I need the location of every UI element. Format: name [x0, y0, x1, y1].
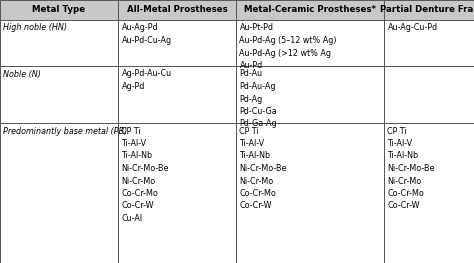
Bar — [384, 66, 474, 123]
Text: Ag-Pd-Au-Cu
Ag-Pd: Ag-Pd-Au-Cu Ag-Pd — [121, 69, 172, 91]
Text: Metal Type: Metal Type — [32, 6, 86, 14]
Bar — [236, 66, 384, 123]
Text: All-Metal Prostheses: All-Metal Prostheses — [127, 6, 228, 14]
Bar — [236, 123, 384, 263]
Text: CP Ti
Ti-Al-V
Ti-Al-Nb
Ni-Cr-Mo-Be
Ni-Cr-Mo
Co-Cr-Mo
Co-Cr-W: CP Ti Ti-Al-V Ti-Al-Nb Ni-Cr-Mo-Be Ni-Cr… — [239, 127, 287, 210]
Text: Au-Pt-Pd
Au-Pd-Ag (5–12 wt% Ag)
Au-Pd-Ag (>12 wt% Ag
Au-Pd: Au-Pt-Pd Au-Pd-Ag (5–12 wt% Ag) Au-Pd-Ag… — [239, 23, 337, 70]
Text: Au-Ag-Cu-Pd: Au-Ag-Cu-Pd — [388, 23, 438, 33]
Bar — [236, 20, 384, 66]
Bar — [0, 66, 118, 123]
Bar — [384, 123, 474, 263]
Bar — [0, 0, 118, 20]
Text: CP Ti
Ti-Al-V
Ti-Al-Nb
Ni-Cr-Mo-Be
Ni-Cr-Mo
Co-Cr-Mo
Co-Cr-W
Cu-Al: CP Ti Ti-Al-V Ti-Al-Nb Ni-Cr-Mo-Be Ni-Cr… — [121, 127, 169, 223]
Bar — [384, 20, 474, 66]
Bar — [118, 66, 236, 123]
Bar — [118, 20, 236, 66]
Text: Predominantly base metal (PB): Predominantly base metal (PB) — [3, 127, 128, 135]
Bar — [0, 123, 118, 263]
Text: CP Ti
Ti-Al-V
Ti-Al-Nb
Ni-Cr-Mo-Be
Ni-Cr-Mo
Co-Cr-Mo
Co-Cr-W: CP Ti Ti-Al-V Ti-Al-Nb Ni-Cr-Mo-Be Ni-Cr… — [388, 127, 435, 210]
Text: Noble (N): Noble (N) — [3, 69, 41, 78]
Text: Pd-Au
Pd-Au-Ag
Pd-Ag
Pd-Cu-Ga
Pd-Ga-Ag: Pd-Au Pd-Au-Ag Pd-Ag Pd-Cu-Ga Pd-Ga-Ag — [239, 69, 277, 129]
Bar — [0, 20, 118, 66]
Bar — [118, 0, 236, 20]
Bar — [384, 0, 474, 20]
Bar — [236, 0, 384, 20]
Text: Partial Denture Frameworks: Partial Denture Frameworks — [380, 6, 474, 14]
Text: Au-Ag-Pd
Au-Pd-Cu-Ag: Au-Ag-Pd Au-Pd-Cu-Ag — [121, 23, 172, 45]
Text: High noble (HN): High noble (HN) — [3, 23, 67, 33]
Bar — [118, 123, 236, 263]
Text: Metal-Ceramic Prostheses*: Metal-Ceramic Prostheses* — [244, 6, 376, 14]
